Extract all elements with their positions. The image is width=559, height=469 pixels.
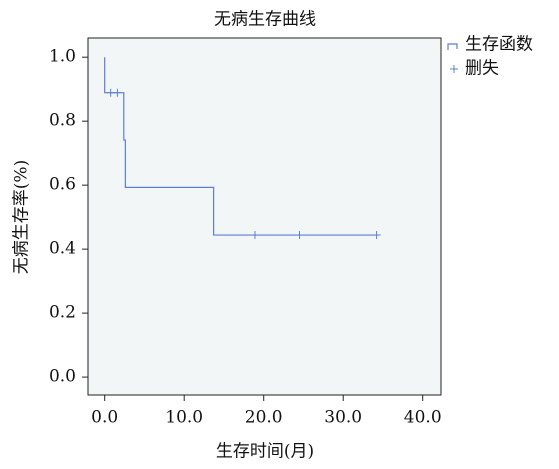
y-tick-label: 0.4 — [49, 239, 76, 259]
censor-mark — [295, 231, 304, 240]
censor-mark — [113, 88, 122, 97]
censor-mark — [372, 231, 381, 240]
x-tick-label: 40.0 — [404, 408, 442, 428]
x-axis-label: 生存时间(月) — [216, 442, 314, 462]
legend-marker — [447, 43, 458, 50]
legend-label: 生存函数 — [465, 35, 533, 55]
legend-label: 删失 — [465, 59, 499, 79]
censor-mark — [106, 88, 115, 97]
y-tick-label: 0.2 — [49, 303, 76, 323]
x-tick-label: 0.0 — [91, 408, 118, 428]
y-tick-label: 0.6 — [49, 175, 76, 195]
x-tick-label: 20.0 — [245, 408, 283, 428]
x-tick-label: 10.0 — [165, 408, 203, 428]
y-tick-label: 0.8 — [49, 111, 76, 131]
y-axis-label: 无病生存率(%) — [12, 160, 32, 274]
plot-area — [87, 37, 442, 396]
chart-title: 无病生存曲线 — [214, 10, 316, 30]
y-tick-label: 0.0 — [49, 367, 76, 387]
y-tick-label: 1.0 — [49, 47, 76, 67]
x-tick-label: 30.0 — [324, 408, 362, 428]
censor-mark — [250, 231, 259, 240]
legend-marker — [450, 65, 458, 73]
